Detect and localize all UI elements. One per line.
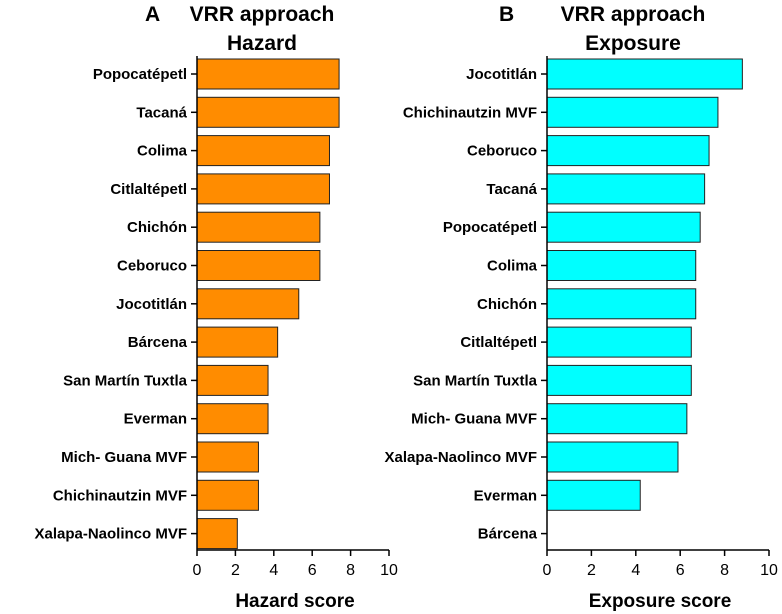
bar-tacan- [196, 96, 340, 128]
category-label: Mich- Guana MVF [61, 449, 187, 466]
panel-b-letter: B [499, 3, 514, 26]
bar-ceboruco [546, 135, 710, 167]
bar-mich-guana-mvf [546, 403, 688, 435]
category-label: Everman [124, 411, 187, 428]
x-tick-label: 2 [587, 562, 596, 579]
bar-san-mart-n-tuxtla [196, 364, 269, 396]
panel-b-x-label: Exposure score [589, 591, 732, 612]
category-label: Popocatépetl [93, 66, 187, 83]
panel-a-title-line1: VRR approach [190, 3, 335, 26]
bar-xalapa-naolinco-mvf [546, 441, 679, 473]
bar-tacan- [546, 173, 706, 205]
category-label: San Martín Tuxtla [63, 372, 188, 389]
panel-b-title-line1: VRR approach [561, 3, 706, 26]
bar-citlalt-petl [546, 326, 692, 358]
category-label: Chichón [127, 219, 187, 236]
bar-jocotitl-n [196, 288, 300, 320]
bar-xalapa-naolinco-mvf [196, 518, 238, 550]
bar-mich-guana-mvf [196, 441, 259, 473]
panel-a-bars [196, 58, 340, 550]
bar-san-mart-n-tuxtla [546, 364, 692, 396]
category-label: Ceboruco [467, 143, 537, 160]
bar-chichinautzin-mvf [546, 96, 719, 128]
x-tick-label: 4 [269, 562, 278, 579]
category-label: Mich- Guana MVF [411, 411, 537, 428]
x-tick-label: 4 [631, 562, 640, 579]
bar-colima [196, 135, 330, 167]
category-label: Xalapa-Naolinco MVF [34, 526, 187, 543]
category-label: Colima [487, 258, 538, 275]
panel-a-x-label: Hazard score [235, 591, 354, 612]
x-tick-label: 0 [543, 562, 552, 579]
bar-jocotitl-n [546, 58, 743, 90]
category-label: Chichón [477, 296, 537, 313]
bar-popocat-petl [546, 211, 701, 243]
panel-a-letter: A [145, 3, 160, 26]
bar-chich-n [196, 211, 321, 243]
panel-b-bars [546, 58, 743, 511]
bar-chichinautzin-mvf [196, 479, 259, 511]
category-label: Chichinautzin MVF [403, 104, 537, 121]
x-tick-label: 10 [760, 562, 778, 579]
x-tick-label: 6 [676, 562, 685, 579]
category-label: Jocotitlán [466, 66, 537, 83]
bar-everman [546, 479, 641, 511]
category-label: Bárcena [478, 526, 538, 543]
panel-a-category-labels: Popocatépetl Tacaná Colima Citlaltépetl Chic… [34, 66, 197, 543]
bar-citlalt-petl [196, 173, 330, 205]
category-label: Everman [474, 487, 537, 504]
bar-ceboruco [196, 250, 321, 281]
category-label: San Martín Tuxtla [413, 372, 538, 389]
x-tick-label: 8 [346, 562, 355, 579]
category-label: Xalapa-Naolinco MVF [384, 449, 537, 466]
panel-a-hazard: A VRR approach Hazard Popocatépetl Tacaná… [34, 3, 398, 612]
bar-colima [546, 250, 697, 281]
panel-a-x-ticks: 0 2 4 6 8 10 [193, 550, 398, 579]
panel-a-title-line2: Hazard [227, 32, 297, 55]
category-label: Colima [137, 143, 188, 160]
x-tick-label: 8 [720, 562, 729, 579]
bar-popocat-petl [196, 58, 340, 90]
bar-b-rcena [196, 326, 279, 358]
category-label: Citlaltépetl [110, 181, 187, 198]
x-tick-label: 2 [231, 562, 240, 579]
x-tick-label: 10 [380, 562, 398, 579]
bar-everman [196, 403, 269, 435]
category-label: Ceboruco [117, 258, 187, 275]
bar-chich-n [546, 288, 697, 320]
panel-b-title-line2: Exposure [585, 32, 681, 55]
category-label: Bárcena [128, 334, 188, 351]
category-label: Jocotitlán [116, 296, 187, 313]
panel-b-x-ticks: 0 2 4 6 8 10 [543, 550, 778, 579]
category-label: Tacaná [136, 104, 187, 121]
category-label: Chichinautzin MVF [53, 487, 187, 504]
category-label: Tacaná [486, 181, 537, 198]
panel-b-exposure: B VRR approach Exposure Jocotitlán Chichi… [384, 3, 778, 612]
panel-b-category-labels: Jocotitlán Chichinautzin MVF Ceboruco Tacan… [384, 66, 547, 543]
x-tick-label: 0 [193, 562, 202, 579]
category-label: Citlaltépetl [460, 334, 537, 351]
category-label: Popocatépetl [443, 219, 537, 236]
x-tick-label: 6 [308, 562, 317, 579]
